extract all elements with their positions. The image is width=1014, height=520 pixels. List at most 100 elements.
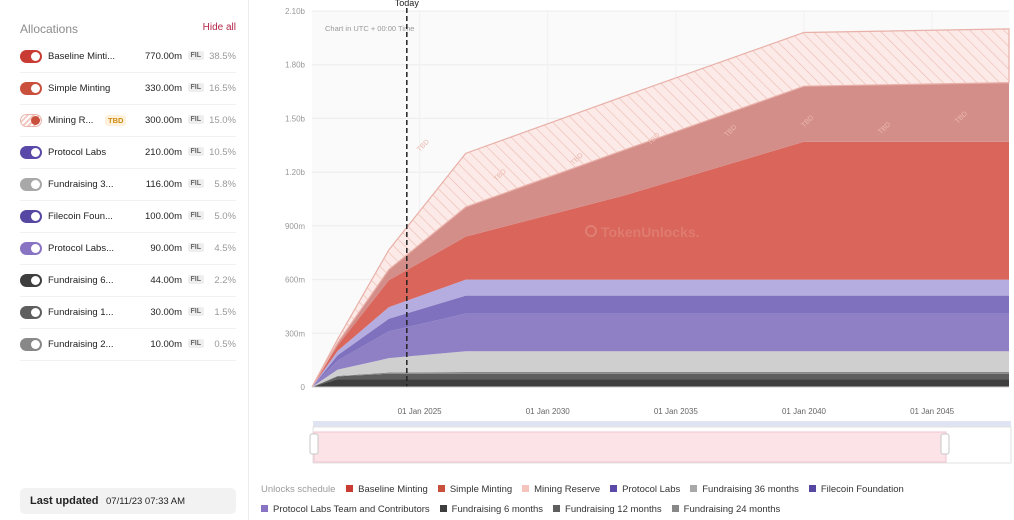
- allocation-toggle[interactable]: [20, 306, 42, 319]
- legend-item[interactable]: Protocol Labs Team and Contributors: [261, 500, 430, 520]
- last-updated-value: 07/11/23 07:33 AM: [106, 496, 186, 507]
- allocation-toggle[interactable]: [20, 50, 42, 63]
- watermark-logo-icon: [585, 225, 597, 237]
- tbd-badge: TBD: [105, 115, 127, 126]
- allocation-toggle[interactable]: [20, 82, 42, 95]
- navigator-handle-left[interactable]: [309, 433, 319, 455]
- allocation-row[interactable]: Simple Minting 330.00m FIL 16.5%: [20, 73, 236, 105]
- y-tick-label: 300m: [285, 329, 305, 338]
- toggle-knob: [31, 244, 40, 253]
- allocation-amount: 44.00m: [150, 275, 182, 286]
- unit-badge: FIL: [187, 339, 204, 348]
- y-tick-label: 1.80b: [285, 61, 306, 70]
- allocation-amount: 330.00m: [145, 83, 182, 94]
- navigator-selection: [313, 431, 947, 463]
- today-label: Today: [395, 0, 420, 8]
- allocations-title: Allocations: [20, 22, 79, 36]
- allocation-percent: 4.5%: [214, 243, 236, 254]
- area-fundraising-24-months: [312, 371, 1009, 387]
- hide-all-button[interactable]: Hide all: [202, 22, 236, 33]
- allocation-percent: 38.5%: [209, 51, 236, 62]
- allocation-name: Protocol Labs: [48, 147, 107, 158]
- allocation-percent: 16.5%: [209, 83, 236, 94]
- area-filecoin-foundation: [312, 295, 1009, 387]
- allocation-row[interactable]: Protocol Labs 210.00m FIL 10.5%: [20, 137, 236, 169]
- legend-swatch: [437, 485, 445, 492]
- x-tick-label: 01 Jan 2030: [526, 407, 571, 416]
- allocation-toggle[interactable]: [20, 242, 42, 255]
- x-tick-label: 01 Jan 2045: [910, 407, 955, 416]
- allocation-row[interactable]: Fundraising 1... 30.00m FIL 1.5%: [20, 297, 236, 329]
- allocation-toggle[interactable]: [20, 146, 42, 159]
- allocation-row[interactable]: Fundraising 3... 116.00m FIL 5.8%: [20, 169, 236, 201]
- timezone-note: Chart in UTC + 00:00 Time: [325, 24, 414, 33]
- allocation-amount: 90.00m: [150, 243, 182, 254]
- area-simple-minting: [312, 82, 1009, 387]
- y-tick-label: 600m: [285, 276, 305, 285]
- legend-swatch: [261, 505, 268, 512]
- unlock-schedule-chart[interactable]: 0 300m 600m 900m 1.20b 1.50b 1.80b 2.10b 01 Jan …: [249, 0, 1014, 475]
- allocation-row[interactable]: Mining R... TBD 300.00m FIL 15.0%: [20, 105, 236, 137]
- unit-badge: FIL: [187, 83, 204, 92]
- y-tick-label: 900m: [285, 222, 305, 231]
- legend-swatch: [671, 505, 679, 512]
- allocation-toggle[interactable]: [20, 210, 42, 223]
- y-tick-label: 1.50b: [285, 114, 306, 123]
- allocation-row[interactable]: Baseline Minti... 770.00m FIL 38.5%: [20, 41, 236, 73]
- toggle-knob: [31, 52, 40, 61]
- legend-label: Protocol Labs: [622, 484, 681, 495]
- x-tick-label: 01 Jan 2025: [398, 407, 443, 416]
- unit-badge: FIL: [187, 179, 204, 188]
- legend-item[interactable]: Protocol Labs: [610, 480, 680, 500]
- legend-swatch: [439, 505, 447, 512]
- legend-item[interactable]: Simple Minting: [437, 480, 512, 500]
- allocation-row[interactable]: Fundraising 6... 44.00m FIL 2.2%: [20, 265, 236, 297]
- allocation-percent: 2.2%: [214, 275, 236, 286]
- toggle-knob: [31, 308, 40, 317]
- legend-swatch: [553, 505, 561, 512]
- area-protocol-labs-team-and-contributors: [312, 279, 1009, 387]
- allocation-toggle[interactable]: [20, 338, 42, 351]
- allocation-list: Baseline Minti... 770.00m FIL 38.5% Simple M…: [20, 41, 236, 361]
- legend-item[interactable]: Fundraising 12 months: [553, 500, 662, 520]
- allocation-toggle[interactable]: [20, 178, 42, 191]
- allocation-percent: 5.0%: [214, 211, 236, 222]
- allocation-row[interactable]: Fundraising 2... 10.00m FIL 0.5%: [20, 329, 236, 361]
- area-fundraising-12-months: [312, 373, 1009, 387]
- legend-title: Unlocks schedule: [261, 484, 336, 495]
- legend-label: Protocol Labs Team and Contributors: [273, 504, 430, 515]
- legend-item[interactable]: Baseline Minting: [346, 480, 428, 500]
- allocation-toggle[interactable]: [20, 114, 42, 127]
- allocation-name: Filecoin Foun...: [48, 211, 113, 222]
- unlock-chart-panel: 0 300m 600m 900m 1.20b 1.50b 1.80b 2.10b 01 Jan …: [249, 0, 1014, 520]
- toggle-knob: [31, 116, 40, 125]
- area-mining-reserve: [311, 28, 1010, 388]
- allocation-amount: 10.00m: [150, 339, 182, 350]
- allocation-amount: 100.00m: [145, 211, 182, 222]
- navigator-track: [313, 421, 1011, 427]
- allocation-amount: 300.00m: [145, 115, 182, 126]
- allocation-toggle[interactable]: [20, 274, 42, 287]
- allocation-percent: 1.5%: [214, 307, 236, 318]
- allocation-amount: 770.00m: [145, 51, 182, 62]
- toggle-knob: [31, 340, 40, 349]
- navigator-handle-right[interactable]: [940, 433, 950, 455]
- legend-item[interactable]: Fundraising 24 months: [671, 500, 780, 520]
- allocation-name: Mining R...: [48, 115, 94, 126]
- allocation-name: Protocol Labs...: [48, 243, 115, 254]
- legend-item[interactable]: Mining Reserve: [522, 480, 600, 500]
- legend-label: Fundraising 36 months: [702, 484, 799, 495]
- allocation-percent: 5.8%: [214, 179, 236, 190]
- last-updated-label: Last updated: [30, 495, 99, 507]
- legend-item[interactable]: Filecoin Foundation: [808, 480, 904, 500]
- allocation-row[interactable]: Protocol Labs... 90.00m FIL 4.5%: [20, 233, 236, 265]
- allocation-amount: 210.00m: [145, 147, 182, 158]
- unit-badge: FIL: [187, 275, 204, 284]
- legend-item[interactable]: Fundraising 6 months: [439, 500, 543, 520]
- x-tick-label: 01 Jan 2040: [782, 407, 827, 416]
- legend-swatch: [346, 485, 354, 492]
- allocation-row[interactable]: Filecoin Foun... 100.00m FIL 5.0%: [20, 201, 236, 233]
- allocations-sidebar: Allocations Hide all Baseline Minti... 77…: [0, 0, 249, 520]
- allocations-header: Allocations Hide all: [20, 22, 236, 36]
- legend-item[interactable]: Fundraising 36 months: [690, 480, 799, 500]
